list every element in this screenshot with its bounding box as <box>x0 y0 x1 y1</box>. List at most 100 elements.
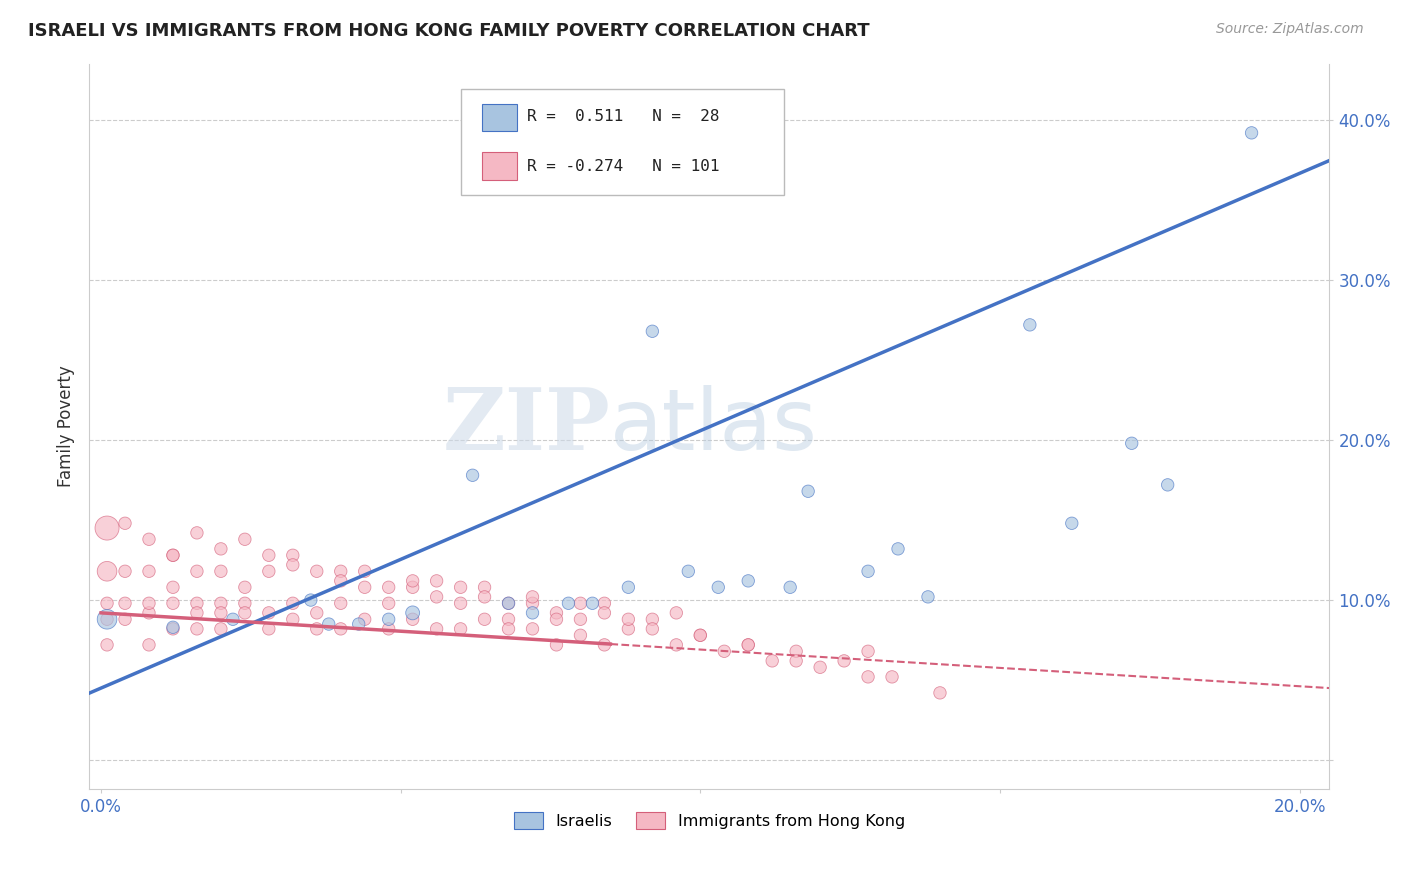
Y-axis label: Family Poverty: Family Poverty <box>58 366 75 487</box>
Point <box>887 541 910 556</box>
Point <box>96 612 118 626</box>
Point <box>450 580 472 594</box>
Point <box>641 622 664 636</box>
Point <box>785 654 807 668</box>
Point <box>761 654 783 668</box>
Point <box>186 606 208 620</box>
Point <box>401 580 423 594</box>
Point <box>138 638 160 652</box>
Point <box>498 596 520 610</box>
Point <box>353 580 375 594</box>
Point <box>305 564 328 578</box>
Point <box>257 564 280 578</box>
Point <box>162 548 184 562</box>
Point <box>593 596 616 610</box>
Point <box>162 620 184 634</box>
Point <box>581 596 603 610</box>
Point <box>617 612 640 626</box>
Point <box>665 638 688 652</box>
Point <box>329 596 352 610</box>
Point <box>426 622 449 636</box>
Point <box>1060 516 1083 531</box>
Point <box>96 521 118 535</box>
Point <box>856 670 879 684</box>
Point <box>569 596 592 610</box>
Point <box>461 468 484 483</box>
Point <box>377 622 399 636</box>
Point <box>281 558 304 572</box>
Point <box>114 596 136 610</box>
Point <box>96 638 118 652</box>
Point <box>737 638 759 652</box>
Point <box>929 686 952 700</box>
Point <box>162 596 184 610</box>
Legend: Israelis, Immigrants from Hong Kong: Israelis, Immigrants from Hong Kong <box>508 805 911 835</box>
Point <box>1018 318 1040 332</box>
Point <box>281 596 304 610</box>
Point <box>353 612 375 626</box>
Point <box>546 638 568 652</box>
Point <box>546 606 568 620</box>
Point <box>737 638 759 652</box>
Point <box>257 622 280 636</box>
Point <box>707 580 730 594</box>
Point <box>522 622 544 636</box>
Point <box>186 564 208 578</box>
Point <box>522 596 544 610</box>
Point <box>114 564 136 578</box>
Point <box>689 628 711 642</box>
Point <box>233 533 256 547</box>
Point <box>797 484 820 499</box>
Point <box>96 612 118 626</box>
Point <box>233 596 256 610</box>
Point <box>281 612 304 626</box>
Point <box>401 606 423 620</box>
Point <box>96 596 118 610</box>
Point <box>353 564 375 578</box>
FancyBboxPatch shape <box>461 89 783 194</box>
Point <box>162 548 184 562</box>
Point <box>474 590 496 604</box>
Point <box>641 612 664 626</box>
Point <box>377 580 399 594</box>
Point <box>257 606 280 620</box>
Point <box>917 590 939 604</box>
Point <box>329 622 352 636</box>
Point <box>1240 126 1263 140</box>
Point <box>162 622 184 636</box>
Point <box>522 606 544 620</box>
Text: R =  0.511   N =  28: R = 0.511 N = 28 <box>527 110 720 125</box>
Point <box>377 612 399 626</box>
Point <box>138 606 160 620</box>
Point <box>305 606 328 620</box>
Point <box>450 622 472 636</box>
Point <box>856 644 879 658</box>
Point <box>498 612 520 626</box>
Point <box>426 590 449 604</box>
Point <box>305 622 328 636</box>
Point <box>138 533 160 547</box>
FancyBboxPatch shape <box>482 104 517 131</box>
Point <box>593 638 616 652</box>
Point <box>498 622 520 636</box>
Text: ISRAELI VS IMMIGRANTS FROM HONG KONG FAMILY POVERTY CORRELATION CHART: ISRAELI VS IMMIGRANTS FROM HONG KONG FAM… <box>28 22 870 40</box>
Point <box>617 622 640 636</box>
Point <box>689 628 711 642</box>
Point <box>557 596 579 610</box>
Point <box>569 612 592 626</box>
Point <box>233 606 256 620</box>
Point <box>233 580 256 594</box>
Point <box>281 548 304 562</box>
Point <box>209 564 232 578</box>
Point <box>186 622 208 636</box>
Point <box>474 612 496 626</box>
Point <box>209 541 232 556</box>
Point <box>546 612 568 626</box>
Point <box>401 612 423 626</box>
Point <box>808 660 831 674</box>
Point <box>377 596 399 610</box>
Point <box>209 596 232 610</box>
Point <box>880 670 903 684</box>
Point <box>186 525 208 540</box>
Point <box>96 564 118 578</box>
